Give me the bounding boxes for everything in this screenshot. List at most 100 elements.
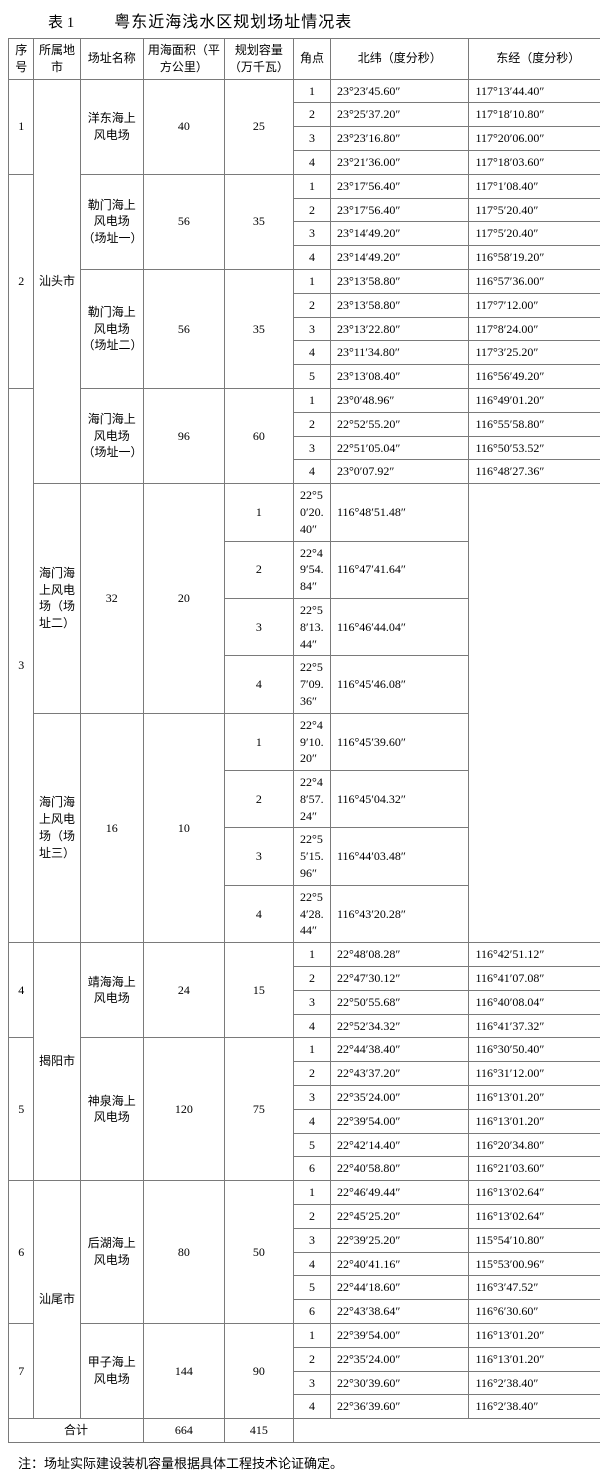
cell-site: 靖海海上风电场 [80, 943, 143, 1038]
cell-lat: 22°35′24.00″ [330, 1086, 468, 1110]
table-row: 3海门海上风电场（场址一）9660123°0′48.96″116°49′01.2… [9, 388, 600, 412]
cell-area: 56 [144, 269, 225, 388]
cell-pt: 4 [294, 1109, 331, 1133]
cell-pt: 4 [294, 1014, 331, 1038]
cell-pt: 1 [294, 269, 331, 293]
cell-lat: 22°51′05.04″ [330, 436, 468, 460]
cell-lon: 116°56′49.20″ [469, 365, 600, 389]
cell-lat: 22°52′34.32″ [330, 1014, 468, 1038]
hdr-lon: 东经（度分秒） [469, 39, 600, 80]
cell-lon: 116°46′44.04″ [330, 598, 468, 655]
cell-lat: 22°55′15.96″ [294, 828, 331, 885]
cell-pt: 4 [294, 460, 331, 484]
cell-idx: 1 [9, 79, 34, 174]
cell-lat: 23°0′07.92″ [330, 460, 468, 484]
cell-pt: 3 [294, 127, 331, 151]
cell-site: 后湖海上风电场 [80, 1181, 143, 1324]
table-row: 海门海上风电场（场址三）1610122°49′10.20″116°45′39.6… [9, 713, 600, 770]
cell-pt: 4 [294, 246, 331, 270]
cell-lon: 116°30′50.40″ [469, 1038, 600, 1062]
cell-lon: 117°13′44.40″ [469, 79, 600, 103]
cell-lat: 22°46′49.44″ [330, 1181, 468, 1205]
cell-pt: 4 [294, 341, 331, 365]
cell-lat: 22°30′39.60″ [330, 1371, 468, 1395]
cell-lat: 22°43′38.64″ [330, 1300, 468, 1324]
cell-lat: 23°17′56.40″ [330, 198, 468, 222]
cell-lon: 117°5′20.40″ [469, 222, 600, 246]
cell-lat: 23°13′58.80″ [330, 269, 468, 293]
cell-lon: 117°5′20.40″ [469, 198, 600, 222]
cell-lon: 116°42′51.12″ [469, 943, 600, 967]
cell-lat: 23°13′58.80″ [330, 293, 468, 317]
table-row: 5神泉海上风电场12075122°44′38.40″116°30′50.40″ [9, 1038, 600, 1062]
cell-pt: 1 [294, 943, 331, 967]
cell-lat: 22°42′14.40″ [330, 1133, 468, 1157]
cell-site: 海门海上风电场（场址一） [80, 388, 143, 483]
cell-area: 96 [144, 388, 225, 483]
cell-pt: 4 [294, 1252, 331, 1276]
cell-lat: 22°49′54.84″ [294, 541, 331, 598]
hdr-city: 所属地市 [34, 39, 80, 80]
cell-lon: 116°50′53.52″ [469, 436, 600, 460]
table-title: 粤东近海浅水区规划场址情况表 [114, 8, 352, 32]
cell-lat: 22°57′09.36″ [294, 656, 331, 713]
cell-idx: 6 [9, 1181, 34, 1324]
cell-pt: 2 [224, 541, 293, 598]
cell-lat: 22°40′41.16″ [330, 1252, 468, 1276]
cell-pt: 1 [224, 713, 293, 770]
cell-city: 揭阳市 [34, 943, 80, 1181]
cell-lon: 116°13′02.64″ [469, 1181, 600, 1205]
cell-area: 40 [144, 79, 225, 174]
cell-lat: 23°21′36.00″ [330, 150, 468, 174]
cell-pt: 5 [294, 1276, 331, 1300]
cell-pt: 1 [294, 174, 331, 198]
cell-cap: 35 [224, 174, 293, 269]
cell-lon: 117°8′24.00″ [469, 317, 600, 341]
cell-lat: 22°47′30.12″ [330, 967, 468, 991]
cell-lat: 22°35′24.00″ [330, 1347, 468, 1371]
cell-lon: 115°54′10.80″ [469, 1228, 600, 1252]
cell-lon: 116°13′01.20″ [469, 1347, 600, 1371]
cell-site: 勒门海上风电场（场址二） [80, 269, 143, 388]
cell-lon: 117°20′06.00″ [469, 127, 600, 151]
cell-lon: 116°41′07.08″ [469, 967, 600, 991]
cell-lon: 116°41′37.32″ [469, 1014, 600, 1038]
cell-lon: 116°3′47.52″ [469, 1276, 600, 1300]
cell-pt: 2 [224, 771, 293, 828]
cell-lat: 22°40′58.80″ [330, 1157, 468, 1181]
cell-lon: 117°1′08.40″ [469, 174, 600, 198]
cell-lon: 116°49′01.20″ [469, 388, 600, 412]
cell-pt: 2 [294, 412, 331, 436]
cell-lon: 116°13′01.20″ [469, 1109, 600, 1133]
total-cap: 415 [224, 1419, 293, 1443]
hdr-lat: 北纬（度分秒） [330, 39, 468, 80]
cell-lat: 22°54′28.44″ [294, 885, 331, 942]
cell-lon: 116°48′27.36″ [469, 460, 600, 484]
cell-lat: 23°14′49.20″ [330, 222, 468, 246]
cell-lon: 116°45′46.08″ [330, 656, 468, 713]
cell-site: 海门海上风电场（场址二） [34, 484, 80, 714]
cell-idx: 5 [9, 1038, 34, 1181]
cell-cap: 20 [144, 484, 225, 714]
cell-lat: 22°44′18.60″ [330, 1276, 468, 1300]
cell-cap: 50 [224, 1181, 293, 1324]
cell-lon: 116°58′19.20″ [469, 246, 600, 270]
cell-area: 144 [144, 1324, 225, 1419]
cell-lon: 116°48′51.48″ [330, 484, 468, 541]
cell-lat: 23°13′22.80″ [330, 317, 468, 341]
cell-lat: 23°0′48.96″ [330, 388, 468, 412]
cell-lon: 116°2′38.40″ [469, 1371, 600, 1395]
cell-lon: 116°57′36.00″ [469, 269, 600, 293]
table-row: 勒门海上风电场（场址二）5635123°13′58.80″116°57′36.0… [9, 269, 600, 293]
cell-area: 80 [144, 1181, 225, 1324]
cell-cap: 75 [224, 1038, 293, 1181]
cell-lon: 117°3′25.20″ [469, 341, 600, 365]
cell-lon: 116°40′08.04″ [469, 990, 600, 1014]
cell-lat: 22°52′55.20″ [330, 412, 468, 436]
cell-pt: 4 [224, 656, 293, 713]
cell-lon: 116°6′30.60″ [469, 1300, 600, 1324]
cell-pt: 1 [294, 388, 331, 412]
cell-cap: 60 [224, 388, 293, 483]
cell-pt: 4 [224, 885, 293, 942]
cell-lat: 23°23′16.80″ [330, 127, 468, 151]
